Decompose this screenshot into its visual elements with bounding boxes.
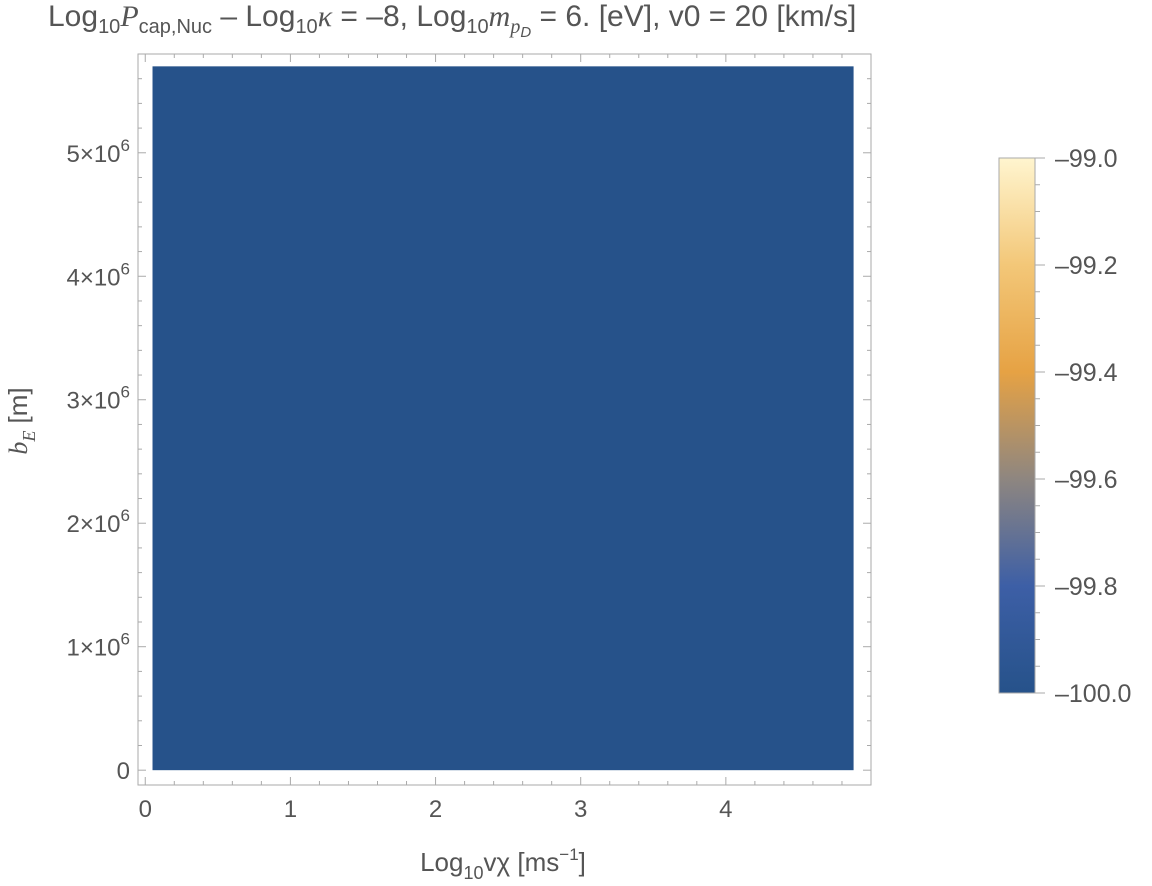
colorbar-gradient <box>998 157 1036 694</box>
chart-title: Log10Pcap,Nuc – Log10κ = –8, Log10mpD = … <box>48 0 857 41</box>
y-tick-label: 5×106 <box>66 136 130 168</box>
y-tick-label: 0 <box>117 758 130 785</box>
colorbar-tick-label: –99.8 <box>1055 573 1118 601</box>
x-tick-label: 3 <box>574 796 587 823</box>
x-tick-label: 2 <box>429 796 442 823</box>
colorbar-tick-label: –99.4 <box>1055 359 1118 387</box>
y-axis-label: bE [m] <box>3 387 39 454</box>
y-tick-label: 2×106 <box>66 506 130 538</box>
y-axis: 0 1×106 2×106 3×106 4×106 5×106 <box>66 78 871 785</box>
colorbar-tick-label: –99.2 <box>1055 252 1118 280</box>
y-tick-label: 3×106 <box>66 383 130 415</box>
y-tick-label: 4×106 <box>66 259 130 291</box>
x-axis: 0 1 2 3 4 <box>139 54 843 823</box>
x-tick-label: 1 <box>284 796 297 823</box>
colorbar: –99.0 –99.2 –99.4 –99.6 –99.8 –100.0 <box>998 145 1131 708</box>
plot-frame <box>137 53 872 786</box>
y-tick-label: 1×106 <box>66 630 130 662</box>
x-axis-label: Log10vχ [ms−1] <box>420 845 586 883</box>
x-tick-label: 0 <box>139 796 152 823</box>
colorbar-tick-label: –100.0 <box>1055 680 1131 708</box>
x-tick-label: 4 <box>719 796 732 823</box>
colorbar-tick-label: –99.0 <box>1055 145 1118 173</box>
plot-area <box>137 53 872 786</box>
heatmap-region <box>152 66 854 771</box>
colorbar-tick-label: –99.6 <box>1055 466 1118 494</box>
